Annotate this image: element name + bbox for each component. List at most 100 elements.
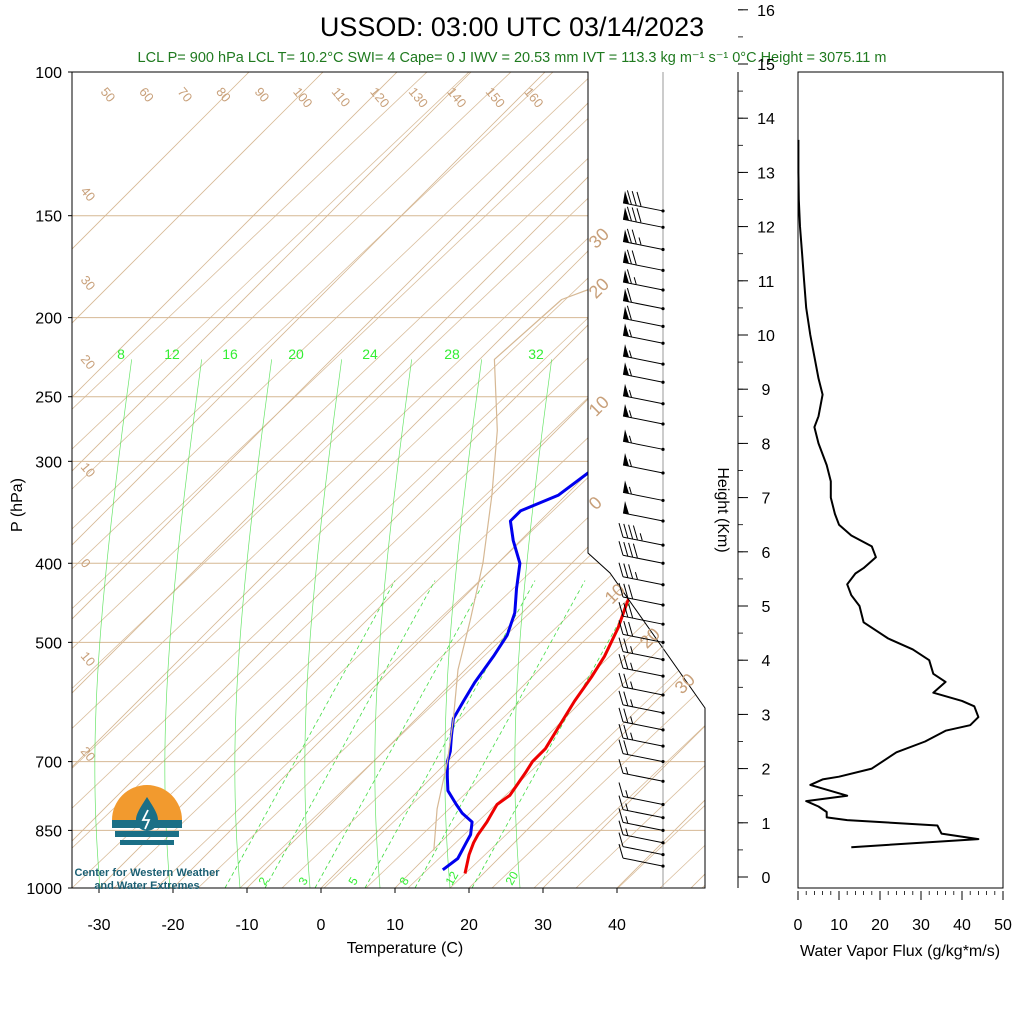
wind-barb-half-flag (628, 368, 632, 376)
wind-barb (618, 843, 665, 868)
mixing-ratio-label-top: 12 (164, 346, 180, 362)
wind-barb-shaft (622, 317, 664, 327)
wind-barb-pennant (623, 383, 629, 397)
wind-barb-flag (618, 602, 624, 617)
wind-barb-half-flag (630, 681, 634, 689)
height-tick-label: 3 (762, 707, 771, 724)
mixing-ratio-line (414, 580, 586, 888)
wind-barb-flag (623, 583, 629, 598)
wind-barb-flag (618, 541, 624, 556)
skew-t-diagram: 50 60 70 80 90 100 110 120 130 140 150 160403020100… (9, 65, 706, 957)
pressure-tick-label: 100 (35, 65, 62, 82)
wind-level-dot (661, 852, 665, 857)
isotherm-line (525, 72, 705, 888)
dry-adiabat-line (323, 72, 705, 888)
wind-barb-shaft (622, 491, 664, 501)
wind-barb-shaft (622, 576, 664, 586)
wind-barb-shaft (622, 536, 664, 546)
wind-barb-half-flag (628, 486, 632, 494)
wind-level-dot (661, 728, 665, 732)
wind-barb-half-flag (630, 699, 634, 707)
wind-barb-shaft (622, 334, 664, 344)
wind-barb (622, 323, 665, 345)
height-tick-label: 15 (757, 57, 775, 74)
wind-barb-flag (628, 524, 634, 539)
wind-barb (618, 707, 665, 732)
pressure-tick-label: 700 (35, 755, 62, 772)
mixing-ratio-label-bottom: 12 (442, 869, 461, 888)
mixing-ratio-line (314, 580, 486, 888)
y-axis-label: P (hPa) (9, 478, 26, 532)
wind-barb-half-flag (630, 662, 634, 670)
wind-barb-flag (631, 207, 637, 222)
isotherm-line (72, 72, 342, 888)
wind-barb (618, 582, 665, 607)
pressure-tick-label: 200 (35, 311, 62, 328)
wind-barb-shaft (622, 795, 664, 805)
wind-barb-shaft (622, 240, 664, 250)
wind-level-dot (661, 658, 665, 662)
pressure-tick-label: 300 (35, 454, 62, 471)
wind-barb-shaft (622, 415, 664, 425)
dry-adiabat-line (72, 72, 705, 888)
wind-barb-flag (618, 843, 624, 859)
wind-barb (622, 344, 665, 366)
wind-barb (618, 690, 665, 715)
wind-barb-flag (618, 582, 624, 598)
height-tick-label: 12 (757, 220, 775, 237)
mixing-ratio-label-top: 16 (222, 346, 238, 362)
wind-barb (622, 383, 665, 406)
mixing-ratio-label-top: 24 (362, 346, 378, 362)
wind-level-dot (661, 324, 665, 328)
wind-barb-shaft (622, 395, 664, 405)
height-tick-label: 14 (757, 111, 775, 128)
wind-barb-shaft (622, 651, 664, 661)
wind-barb-flag (631, 250, 637, 265)
dewpoint-profile-line (441, 214, 705, 871)
moist-adiabat-line (374, 359, 413, 888)
wind-barb-pennant (623, 207, 629, 221)
wind-level-dot (661, 693, 665, 697)
wind-barb-half-flag (628, 389, 632, 398)
wind-barb-half-flag (628, 435, 632, 443)
wind-barb-flag (618, 637, 624, 652)
height-tick-label: 1 (762, 816, 771, 833)
wind-barb-flag (618, 522, 624, 538)
wind-barb-half-flag (628, 350, 632, 358)
flux-tick-label: 20 (871, 917, 889, 934)
wind-level-dot (661, 744, 665, 748)
wind-barb-half-flag (628, 329, 632, 337)
wind-barb-flag (628, 564, 634, 579)
wind-barb-shaft (622, 834, 664, 844)
wind-level-dot (661, 841, 665, 845)
wind-barb (622, 403, 665, 426)
wind-barb-flag (626, 190, 632, 205)
wind-barb-flag (626, 206, 632, 221)
isotherm-line (377, 72, 705, 888)
flux-tick-label: 10 (830, 917, 848, 934)
wind-barb-shaft (622, 281, 664, 291)
wind-level-dot (661, 561, 665, 565)
flux-tick-label: 30 (912, 917, 930, 934)
dry-adiabat-line (72, 72, 553, 888)
wind-barb (622, 190, 665, 213)
wind-level-dot (661, 583, 665, 587)
wind-level-dot (661, 341, 665, 345)
wind-barb-flag (623, 708, 629, 723)
isotherm-line (72, 72, 490, 888)
wind-barb-flag (636, 191, 642, 207)
wind-barb (618, 739, 665, 764)
wind-barb-flag (618, 759, 624, 774)
isotherm-line (72, 72, 705, 888)
chart-subtitle: LCL P= 900 hPa LCL T= 10.2°C SWI= 4 Cape… (138, 50, 887, 66)
wind-barb-pennant (623, 306, 629, 320)
wind-barb-flag (631, 190, 637, 206)
skewt-frame (71, 71, 706, 889)
dry-adiabat-line (72, 72, 511, 888)
wind-barb-flag (626, 228, 632, 244)
wind-barb (622, 452, 665, 475)
wind-barb-shaft (622, 615, 664, 625)
wind-barb-flag (626, 305, 632, 320)
dry-adiabat-line (72, 72, 469, 888)
dry-adiabat-line (72, 72, 595, 888)
